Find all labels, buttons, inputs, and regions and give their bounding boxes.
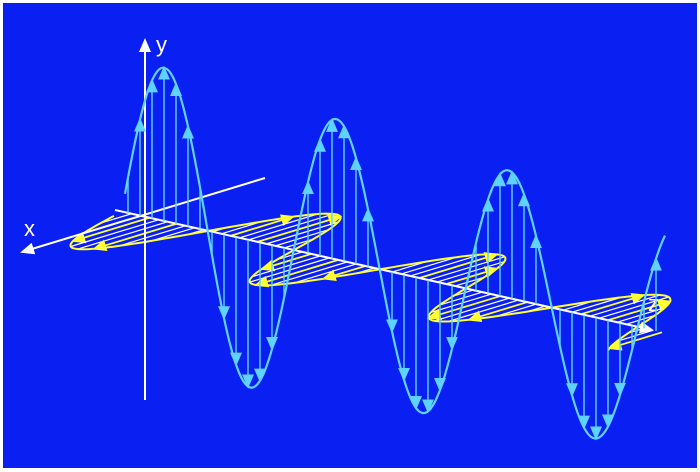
magnetic-field-vector xyxy=(100,213,132,224)
magnetic-field-vector xyxy=(229,214,296,237)
magnetic-field-vector xyxy=(467,301,528,323)
magnetic-field-vector xyxy=(580,292,646,316)
magnetic-field-vector xyxy=(92,223,177,252)
magnetic-field-vector xyxy=(589,294,661,317)
magnetic-field-vector xyxy=(445,266,499,285)
magnetic-field-vector xyxy=(571,296,621,313)
magnetic-field-vector xyxy=(607,299,673,322)
magnetic-field-vector xyxy=(293,263,357,284)
magnetic-field-wave xyxy=(69,212,673,351)
magnetic-field-vector xyxy=(418,252,499,279)
magnetic-field-vector xyxy=(251,255,321,278)
magnetic-field-vector xyxy=(409,254,481,277)
magnetic-field-vector xyxy=(607,331,663,351)
magnetic-field-vector xyxy=(119,225,186,247)
magnetic-field-vector xyxy=(434,297,510,322)
axes: x y z xyxy=(20,32,659,400)
magnetic-field-vector xyxy=(454,276,485,287)
magnetic-field-vector xyxy=(427,256,505,281)
x-axis-label: x xyxy=(24,216,35,241)
magnetic-field-vector xyxy=(439,291,483,306)
magnetic-field-vector xyxy=(436,261,505,283)
y-axis-label: y xyxy=(156,32,167,57)
magnetic-field-vector xyxy=(238,213,318,239)
magnetic-field-vector xyxy=(259,253,312,272)
z-axis-label: z xyxy=(648,291,659,316)
magnetic-field-vector xyxy=(496,303,537,317)
magnetic-field-vector xyxy=(400,256,457,275)
magnetic-field-vector xyxy=(265,221,339,245)
magnetic-field-curve xyxy=(69,212,672,351)
magnetic-field-vector xyxy=(254,259,339,288)
diagram-background xyxy=(3,3,697,468)
magnetic-field-vector xyxy=(70,219,159,248)
x-axis xyxy=(20,177,266,255)
magnetic-field-vector xyxy=(71,217,150,244)
electric-field-wave xyxy=(123,65,666,441)
electric-field-curve xyxy=(123,66,666,440)
z-axis xyxy=(114,209,654,334)
